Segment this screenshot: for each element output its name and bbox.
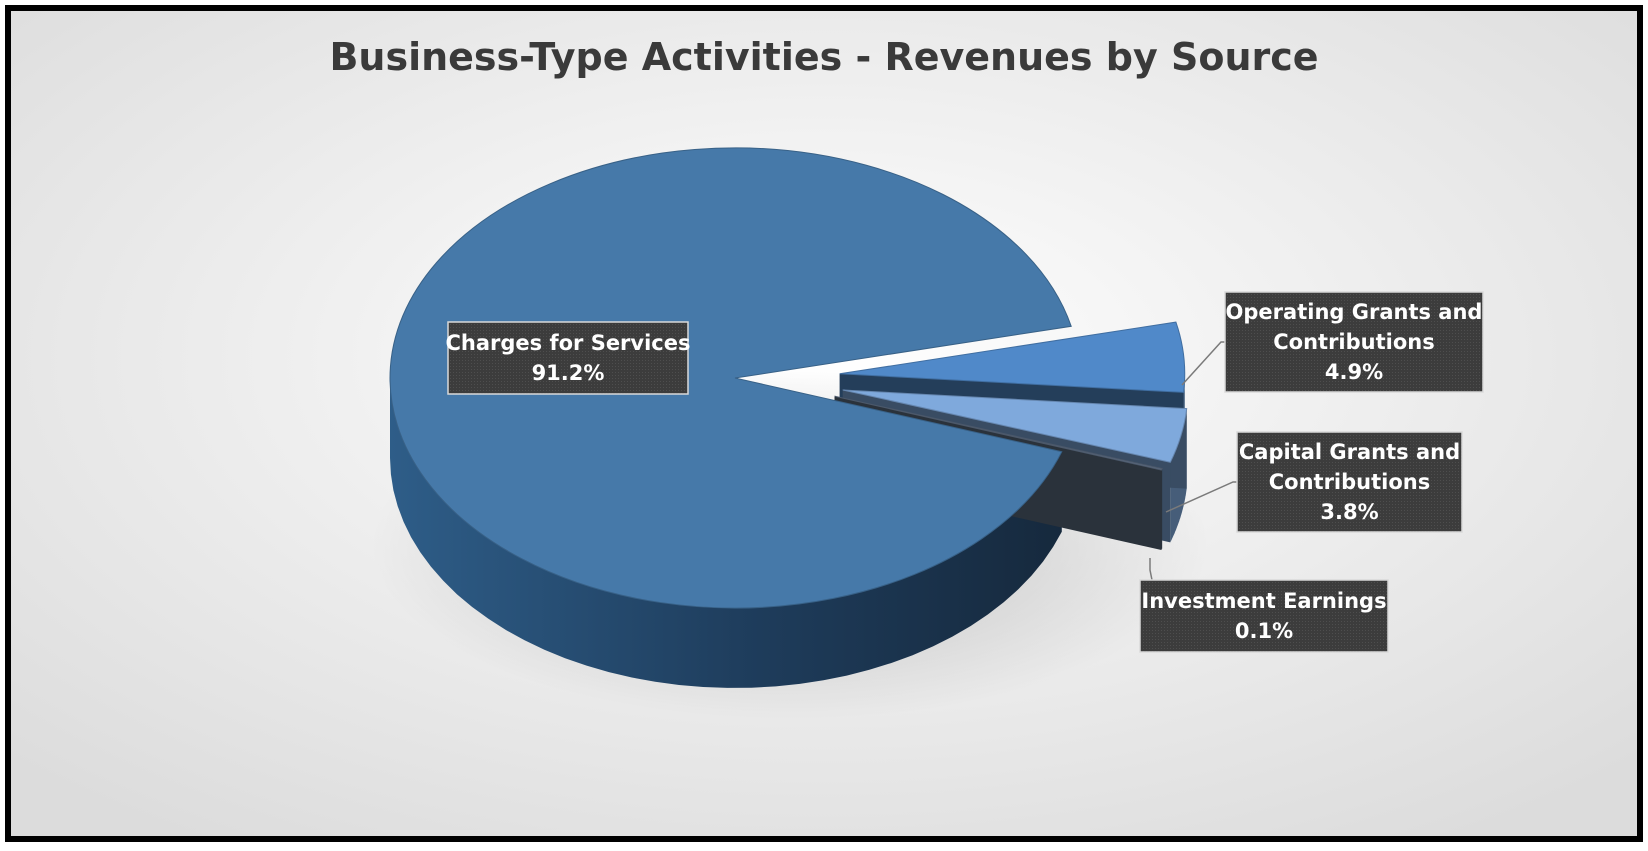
- data-label-box: [1236, 431, 1463, 533]
- data-label-charges-for-services: Charges for Services 91.2%: [445, 321, 691, 395]
- data-label-category: Charges for Services: [445, 331, 690, 355]
- pie-side-charges-for-services: [390, 378, 1062, 688]
- data-label-investment-earnings: Investment Earnings 0.1%: [1139, 579, 1389, 653]
- data-label-operating-grants-and-contributions: Operating Grants and Contributions 4.9%: [1224, 291, 1484, 393]
- data-label-category: Capital Grants and: [1239, 440, 1460, 464]
- data-label-category: Contributions: [1273, 330, 1434, 354]
- leader-line-investment-earnings: [1149, 558, 1153, 581]
- leader-lines: [1149, 341, 1237, 581]
- data-label-value: 91.2%: [532, 361, 605, 385]
- chart-title: Business-Type Activities - Revenues by S…: [329, 35, 1318, 79]
- data-label-box: [1224, 291, 1484, 393]
- data-labels: Charges for Services 91.2% Operating Grant…: [445, 291, 1484, 653]
- pie-slice-capital-grants-and-contributions: [842, 389, 1188, 463]
- data-label-box: [1139, 579, 1389, 653]
- leader-line-capital-grants-and-contributions: [1165, 481, 1237, 513]
- data-label-value: 3.8%: [1320, 500, 1378, 524]
- data-label-value: 4.9%: [1325, 360, 1383, 384]
- pie-slice-investment-earnings: [834, 395, 1163, 471]
- leader-line-operating-grants-and-contributions: [1181, 341, 1225, 386]
- data-label-box: [447, 321, 689, 395]
- pie-slice-operating-grants-and-contributions: [839, 321, 1186, 393]
- pie-group: [389, 147, 1188, 688]
- data-label-category: Operating Grants and: [1226, 300, 1483, 324]
- data-label-capital-grants-and-contributions: Capital Grants and Contributions 3.8%: [1236, 431, 1463, 533]
- data-label-value: 0.1%: [1235, 619, 1293, 643]
- data-label-category: Contributions: [1269, 470, 1430, 494]
- pie-slice-charges-for-services: [389, 147, 1072, 609]
- data-label-category: Investment Earnings: [1141, 589, 1386, 613]
